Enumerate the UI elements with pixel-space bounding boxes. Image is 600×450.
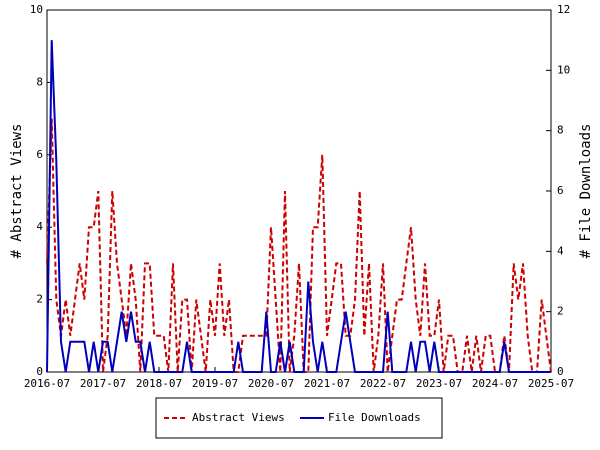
y2-tick-label: 10 [557, 63, 570, 76]
x-tick-label: 2025-07 [528, 377, 574, 390]
y2-tick-label: 12 [557, 3, 570, 16]
y2-tick-label: 6 [557, 184, 564, 197]
y2-tick-label: 0 [557, 365, 564, 378]
x-tick-label: 2021-07 [304, 377, 350, 390]
legend-label: File Downloads [328, 411, 421, 424]
y-tick-label: 6 [36, 148, 43, 161]
x-tick-label: 2016-07 [24, 377, 70, 390]
y2-axis-label: # File Downloads [578, 124, 594, 259]
y2-tick-label: 2 [557, 305, 564, 318]
y-tick-label: 0 [36, 365, 43, 378]
series-line [46, 118, 552, 373]
y-tick-label: 4 [36, 220, 43, 233]
y2-tick-label: 8 [557, 124, 564, 137]
y-tick-label: 10 [30, 3, 43, 16]
x-tick-label: 2018-07 [136, 377, 182, 390]
y-tick-label: 2 [36, 293, 43, 306]
x-tick-label: 2022-07 [360, 377, 406, 390]
series-line [46, 40, 551, 373]
x-tick-label: 2020-07 [248, 377, 294, 390]
x-tick-label: 2019-07 [192, 377, 238, 390]
legend-label: Abstract Views [192, 411, 285, 424]
y2-tick-label: 4 [557, 244, 564, 257]
x-tick-label: 2024-07 [472, 377, 518, 390]
x-tick-label: 2017-07 [80, 377, 126, 390]
x-tick-label: 2023-07 [416, 377, 462, 390]
y-axis-label: # Abstract Views [9, 124, 25, 259]
y-tick-label: 8 [36, 75, 43, 88]
legend-box [155, 397, 443, 439]
